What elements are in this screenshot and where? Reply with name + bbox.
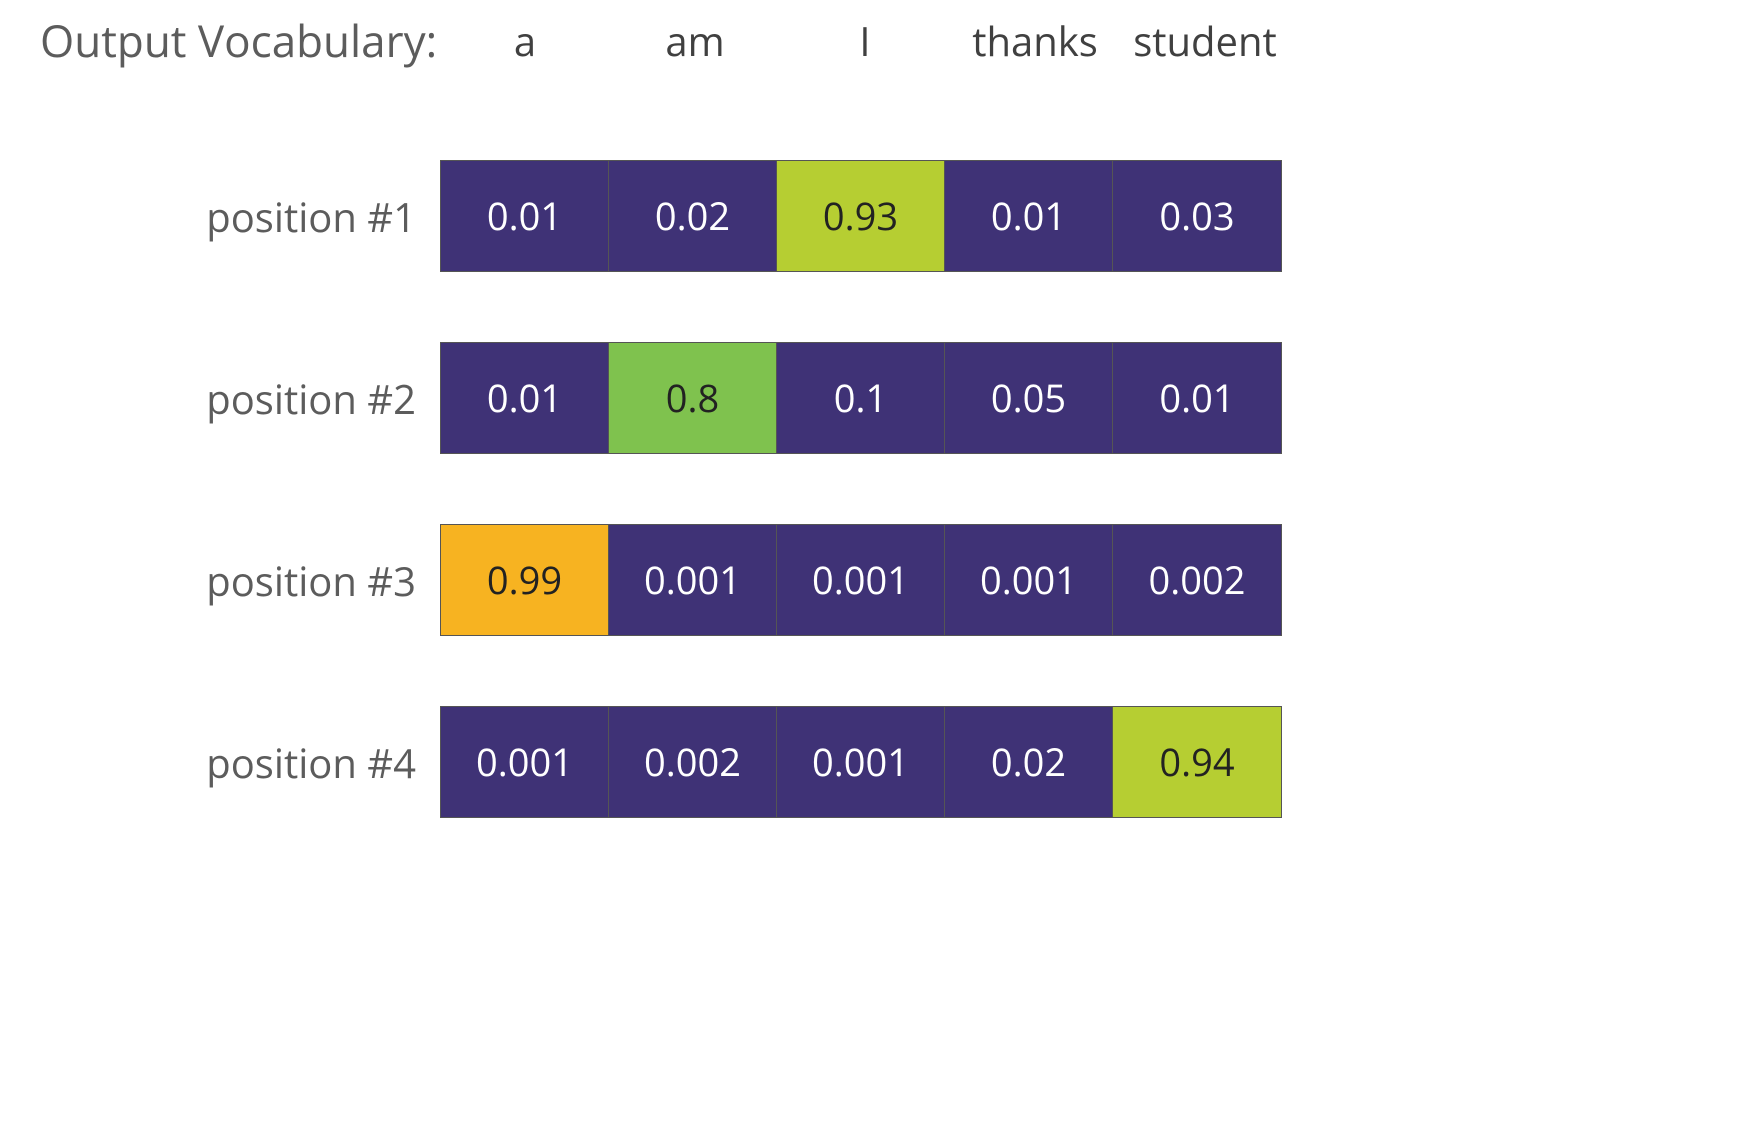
- probability-grid: position #10.010.020.930.010.03position …: [40, 160, 1714, 818]
- probability-cell: 0.002: [1113, 525, 1281, 635]
- position-label: position #2: [80, 342, 440, 454]
- probability-cell: 0.05: [945, 343, 1113, 453]
- probability-cell: 0.001: [777, 525, 945, 635]
- probability-cells: 0.990.0010.0010.0010.002: [440, 524, 1282, 636]
- probability-cell: 0.001: [609, 525, 777, 635]
- position-row: position #20.010.80.10.050.01: [80, 342, 1714, 454]
- page: Output Vocabulary: a am I thanks student…: [0, 0, 1754, 1130]
- position-row: position #30.990.0010.0010.0010.002: [80, 524, 1714, 636]
- probability-cell: 0.001: [945, 525, 1113, 635]
- probability-cell: 0.01: [441, 161, 609, 271]
- probability-cell: 0.02: [945, 707, 1113, 817]
- probability-cells: 0.0010.0020.0010.020.94: [440, 706, 1282, 818]
- vocab-word: student: [1120, 13, 1290, 68]
- probability-cell: 0.99: [441, 525, 609, 635]
- position-row: position #10.010.020.930.010.03: [80, 160, 1714, 272]
- probability-cells: 0.010.80.10.050.01: [440, 342, 1282, 454]
- probability-cell: 0.002: [609, 707, 777, 817]
- probability-cell: 0.001: [777, 707, 945, 817]
- probability-cell: 0.01: [945, 161, 1113, 271]
- vocab-word: a: [440, 13, 610, 68]
- header-row: Output Vocabulary: a am I thanks student: [40, 10, 1714, 70]
- probability-cell: 0.94: [1113, 707, 1281, 817]
- probability-cell: 0.93: [777, 161, 945, 271]
- position-label: position #3: [80, 524, 440, 636]
- probability-cell: 0.001: [441, 707, 609, 817]
- probability-cell: 0.1: [777, 343, 945, 453]
- probability-cell: 0.01: [1113, 343, 1281, 453]
- probability-cell: 0.8: [609, 343, 777, 453]
- probability-cell: 0.02: [609, 161, 777, 271]
- position-label: position #4: [80, 706, 440, 818]
- probability-cell: 0.01: [441, 343, 609, 453]
- position-row: position #40.0010.0020.0010.020.94: [80, 706, 1714, 818]
- vocab-word: am: [610, 13, 780, 68]
- probability-cells: 0.010.020.930.010.03: [440, 160, 1282, 272]
- vocab-list: a am I thanks student: [440, 13, 1290, 68]
- vocab-word: thanks: [950, 13, 1120, 68]
- probability-cell: 0.03: [1113, 161, 1281, 271]
- output-vocabulary-label: Output Vocabulary:: [40, 10, 440, 70]
- vocab-word: I: [780, 13, 950, 68]
- position-label: position #1: [80, 160, 440, 272]
